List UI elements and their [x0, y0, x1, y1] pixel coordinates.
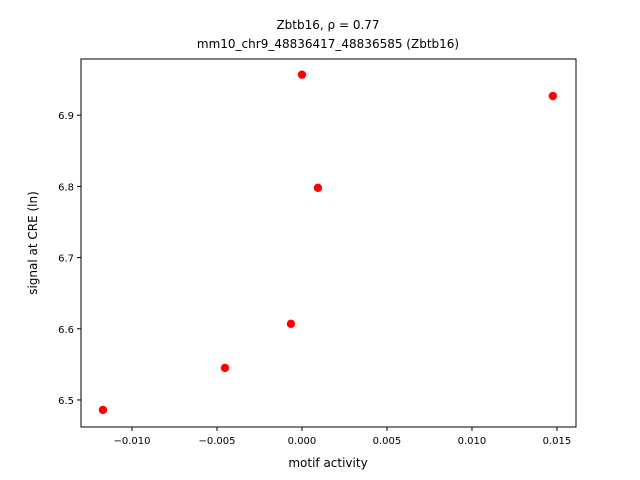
x-tick-label: −0.005 [198, 436, 235, 447]
x-tick-label: 0.010 [458, 436, 487, 447]
point [220, 363, 230, 373]
y-tick-label: 6.9 [58, 111, 74, 122]
x-axis-label: motif activity [288, 456, 367, 470]
chart-title: Zbtb16, ρ = 0.77 [276, 18, 379, 32]
point [286, 319, 296, 328]
x-tick-label: −0.010 [113, 436, 150, 447]
y-tick-label: 6.6 [58, 325, 74, 336]
y-tick-label: 6.7 [58, 254, 74, 265]
chart-subtitle: mm10_chr9_48836417_48836585 (Zbtb16) [197, 37, 459, 51]
y-tick-label: 6.5 [58, 396, 74, 407]
x-tick-label: 0.015 [543, 436, 572, 447]
x-tick-label: 0.005 [373, 436, 402, 447]
x-tick-label: 0.000 [288, 436, 317, 447]
point [297, 70, 307, 79]
point [548, 91, 558, 101]
point [313, 183, 323, 193]
y-tick-label: 6.8 [58, 182, 74, 193]
plot-frame [80, 58, 577, 428]
point [98, 405, 108, 415]
y-axis-label: signal at CRE (ln) [26, 191, 40, 295]
